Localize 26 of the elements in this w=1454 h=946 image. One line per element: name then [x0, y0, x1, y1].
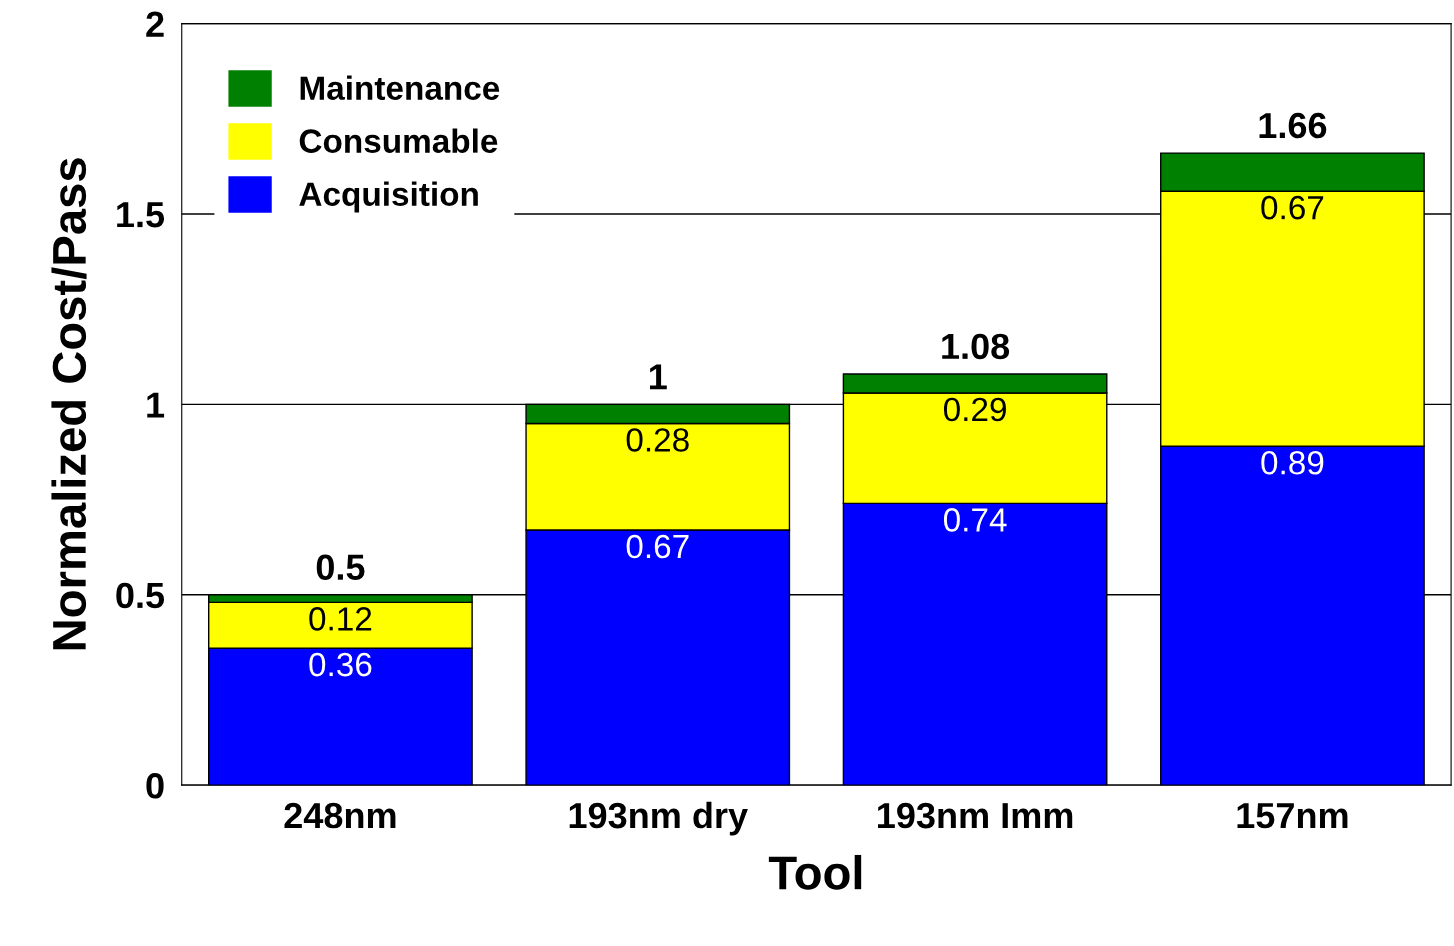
- x-tick-label: 193nm Imm: [878, 802, 1073, 829]
- x-axis-title: Tool: [768, 854, 862, 890]
- y-axis-title: Normalized Cost/Pass: [51, 158, 87, 650]
- total-label: 1.08: [942, 333, 1010, 360]
- data-label: 0.28: [626, 428, 689, 452]
- data-label: 0.67: [626, 534, 689, 559]
- data-label: 0.74: [943, 508, 1007, 532]
- total-label: 1: [649, 364, 667, 390]
- total-label: 0.5: [316, 554, 365, 581]
- y-tick-label: 0.5: [116, 582, 165, 609]
- total-label: 1.66: [1259, 112, 1327, 139]
- data-label: 0.29: [943, 397, 1006, 422]
- y-tick-label: 0: [146, 773, 164, 799]
- y-tick-label: 1.5: [117, 202, 165, 228]
- data-label: 0.67: [1261, 195, 1324, 220]
- legend-label: Maintenance: [300, 75, 500, 100]
- legend-label: Consumable: [299, 128, 498, 153]
- data-label: 0.36: [309, 652, 372, 677]
- x-tick-label: 157nm: [1237, 803, 1348, 829]
- data-label: 0.89: [1261, 450, 1324, 475]
- y-tick-label: 2: [146, 11, 164, 37]
- x-tick-label: 248nm: [284, 802, 396, 829]
- legend-label: Acquisition: [299, 181, 478, 213]
- x-tick-label: 193nm dry: [569, 801, 748, 836]
- y-tick-label: 1: [147, 392, 165, 418]
- data-label: 0.12: [309, 607, 372, 631]
